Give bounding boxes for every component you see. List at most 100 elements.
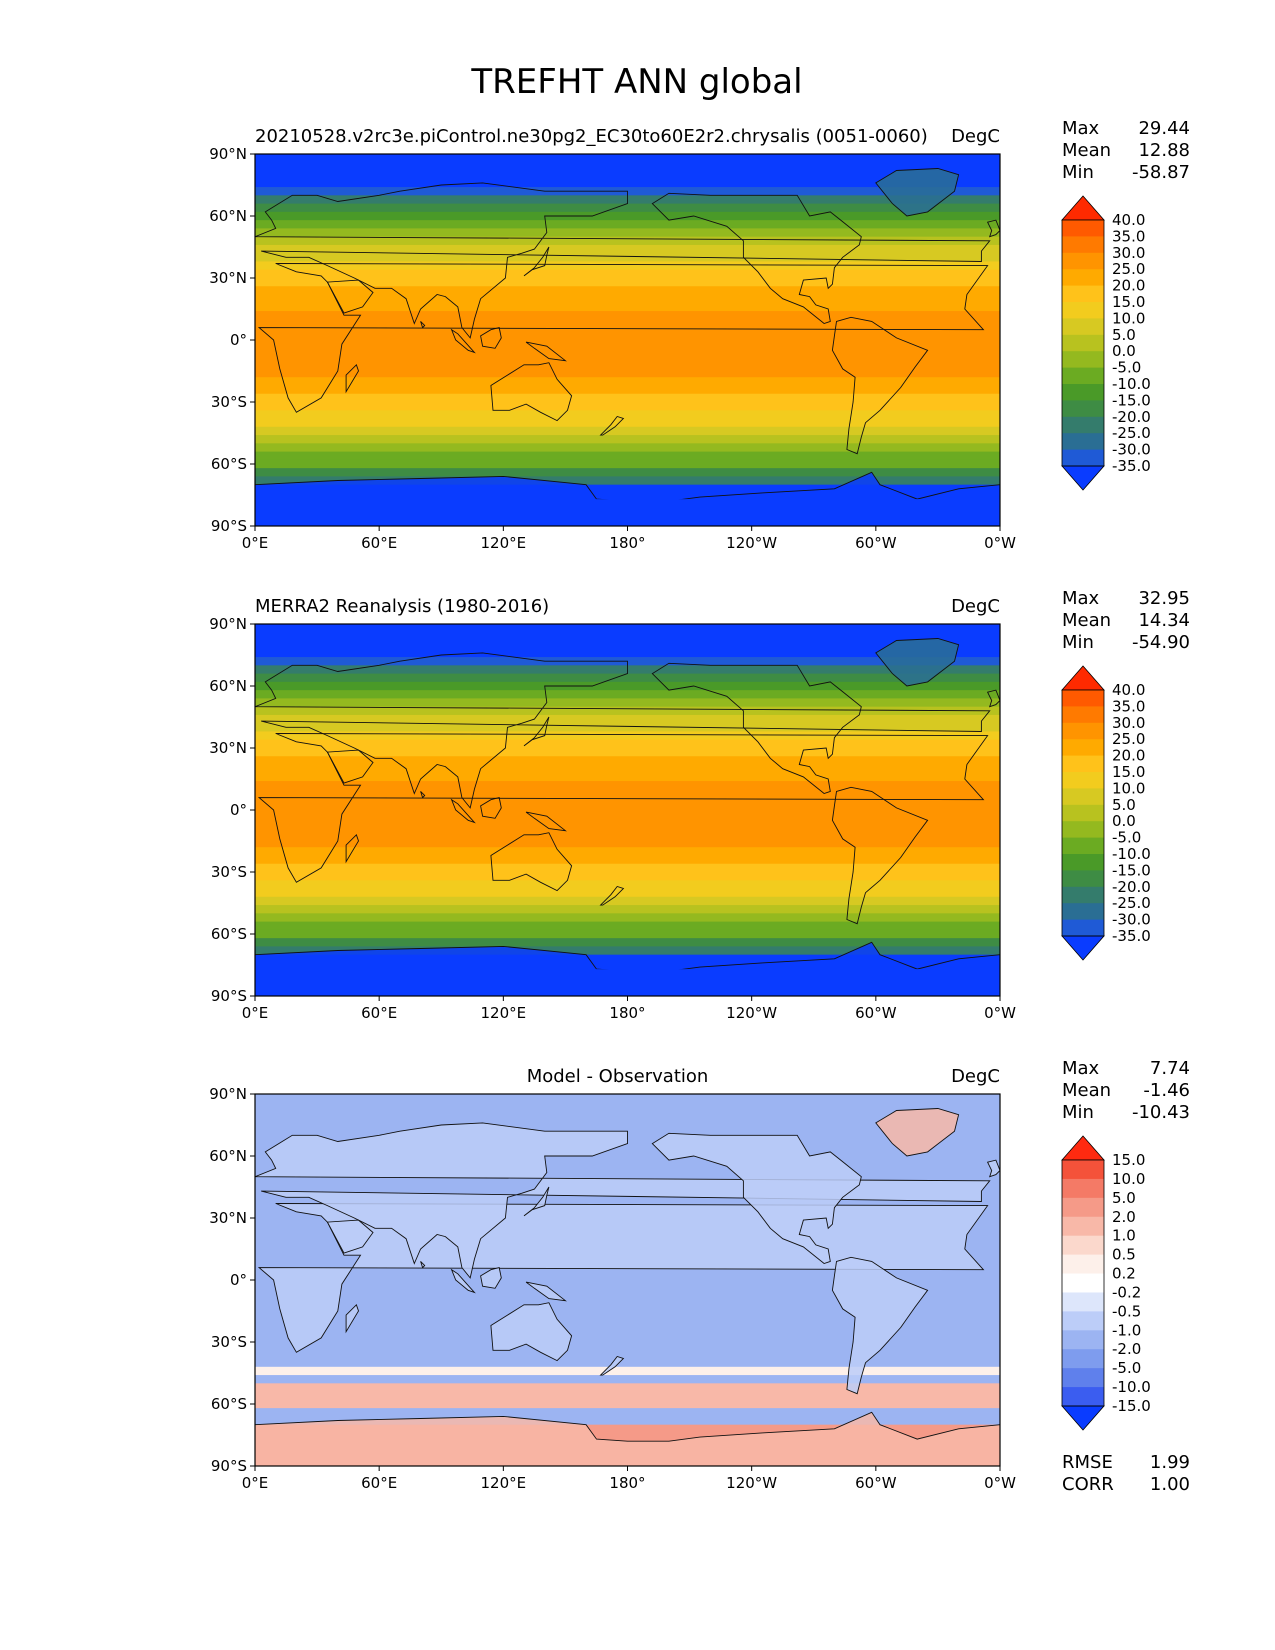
coastline-n-america — [651, 1132, 862, 1265]
panel-3: 90°N 60°N 30°N 0° 30°S 60°S 90°S0°E 60°E 120°E 18… — [209, 1058, 1190, 1495]
colorbar-level-label: -35.0 — [1112, 457, 1151, 475]
coastline-borneo — [480, 1267, 502, 1289]
coastline-s-america — [831, 316, 929, 455]
lon-tick-label: 120°E — [481, 1004, 527, 1022]
coastline-africa — [257, 733, 989, 883]
field-band — [255, 426, 1000, 436]
stat-value-min: -10.43 — [1132, 1102, 1190, 1123]
field-band — [255, 1408, 1000, 1417]
colorbar-level-label: 25.0 — [1112, 260, 1145, 278]
field-band — [255, 1118, 1000, 1128]
colorbar-segment — [1062, 334, 1104, 352]
lat-tick-label: 30°S — [211, 393, 247, 411]
field-band — [255, 178, 1000, 188]
colorbar-level-label: 30.0 — [1112, 244, 1145, 262]
lat-tick-label: 60°S — [211, 1395, 247, 1413]
coastline-s-america — [831, 786, 929, 925]
coastline-uk — [986, 1159, 1000, 1178]
colorbar-extend-max — [1061, 1135, 1105, 1161]
stat-label-min: Min — [1062, 632, 1094, 653]
lon-tick-label: 60°E — [361, 1004, 397, 1022]
polar-cap — [255, 499, 1000, 526]
lon-tick-label: 180° — [609, 1004, 645, 1022]
field-band — [255, 203, 1000, 213]
colorbar-segment — [1062, 1311, 1104, 1331]
field-band — [255, 476, 1000, 486]
panel-title-left: MERRA2 Reanalysis (1980-2016) — [255, 596, 549, 617]
coastline-africa — [257, 263, 989, 413]
lat-tick-label: 90°N — [209, 145, 247, 163]
panel-units: DegC — [951, 596, 1000, 617]
field-band — [255, 756, 1000, 766]
stat-value-max: 7.74 — [1150, 1058, 1190, 1079]
lat-tick-label: 0° — [230, 331, 247, 349]
lon-tick-label: 60°E — [361, 1474, 397, 1492]
field-band — [255, 311, 1000, 320]
colorbar-level-label: -20.0 — [1112, 408, 1151, 426]
coastline-australia — [490, 362, 573, 422]
colorbar-segment — [1062, 919, 1104, 937]
colorbar-segment — [1062, 755, 1104, 773]
coastline-borneo — [480, 797, 502, 819]
colorbar-segment — [1062, 384, 1104, 401]
colorbar-level-label: -10.0 — [1112, 1378, 1151, 1396]
stat-value-max: 32.95 — [1138, 588, 1190, 609]
field-band — [255, 1358, 1000, 1368]
field-band — [255, 1350, 1000, 1360]
field-band — [255, 162, 1000, 172]
field-band — [255, 888, 1000, 898]
colorbar-segment — [1062, 870, 1104, 888]
field-band — [255, 335, 1000, 345]
colorbar-level-label: 35.0 — [1112, 697, 1145, 715]
colorbar-segment — [1062, 1197, 1104, 1218]
colorbar-level-label: 10.0 — [1112, 309, 1145, 327]
colorbar-segment — [1062, 804, 1104, 822]
field-band — [255, 1094, 1000, 1103]
field-band — [255, 261, 1000, 271]
lon-tick-label: 120°E — [481, 1474, 527, 1492]
colorbar-segment — [1062, 367, 1104, 385]
lon-tick-label: 0°E — [242, 1004, 269, 1022]
colorbar-level-label: 40.0 — [1112, 211, 1145, 229]
field-band — [255, 352, 1000, 362]
field-band — [255, 402, 1000, 411]
field-band — [255, 797, 1000, 807]
stat-label-max: Max — [1062, 588, 1100, 609]
field-band — [255, 781, 1000, 790]
stat-label-rmse: RMSE — [1062, 1452, 1113, 1473]
map-field — [255, 154, 1000, 526]
field-band — [255, 484, 1000, 494]
coastline-madagascar — [345, 1303, 359, 1334]
polar-cap — [255, 969, 1000, 996]
field-band — [255, 154, 1000, 163]
field-band — [255, 913, 1000, 923]
coastline-new-zealand — [599, 885, 625, 906]
stat-label-mean: Mean — [1062, 140, 1111, 161]
colorbar-level-label: 5.0 — [1112, 796, 1136, 814]
field-band — [255, 286, 1000, 296]
lat-tick-label: 60°N — [209, 1147, 247, 1165]
colorbar-segment — [1062, 416, 1104, 434]
colorbar-segment — [1062, 1330, 1104, 1350]
field-band — [255, 789, 1000, 799]
lon-tick-label: 0°W — [984, 1474, 1016, 1492]
colorbar-segment — [1062, 318, 1104, 336]
lat-tick-label: 30°N — [209, 1209, 247, 1227]
field-band — [255, 170, 1000, 180]
colorbar-segment — [1062, 236, 1104, 254]
stat-value-max: 29.44 — [1138, 118, 1190, 139]
colorbar-level-label: 15.0 — [1112, 763, 1145, 781]
lat-tick-label: 90°N — [209, 615, 247, 633]
field-band — [255, 714, 1000, 724]
coastline-n-america — [651, 192, 862, 325]
field-band — [255, 1308, 1000, 1318]
field-band — [255, 863, 1000, 873]
field-band — [255, 1399, 1000, 1409]
colorbar-extend-min — [1061, 1405, 1105, 1431]
coastline-new-guinea — [525, 811, 567, 832]
coastline-borneo — [480, 327, 502, 349]
field-band — [255, 1151, 1000, 1161]
field-band — [255, 220, 1000, 229]
field-band — [255, 772, 1000, 782]
coastline-eurasia — [255, 652, 991, 809]
